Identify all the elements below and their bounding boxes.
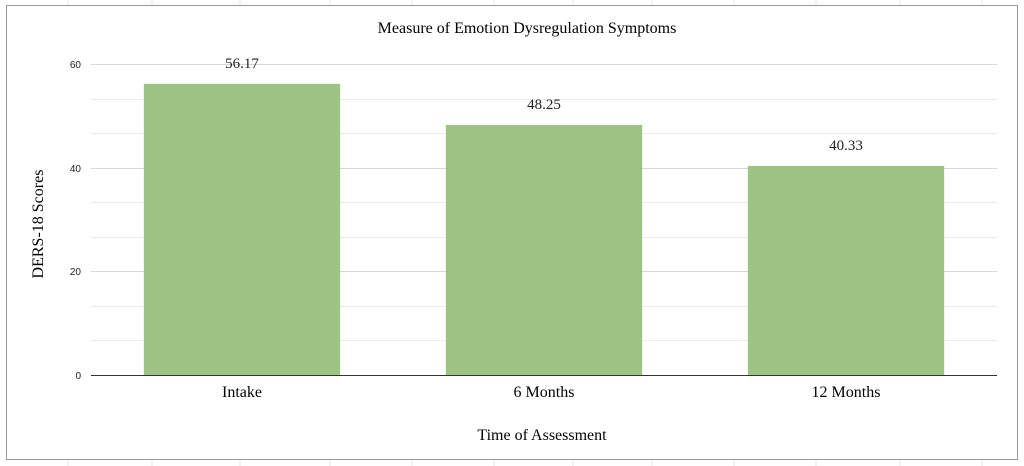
- labels: 0 20 40 60 56.17 Intake 48.25 6 Months 40.33 12 M…: [70, 56, 881, 401]
- bar: [747, 165, 945, 375]
- x-tick-label: Intake: [222, 384, 262, 401]
- y-tick-label: 40: [70, 164, 82, 175]
- y-tick-label: 20: [70, 267, 82, 278]
- x-axis-title: Time of Assessment: [477, 427, 607, 444]
- data-label: 56.17: [225, 56, 259, 72]
- data-label: 48.25: [527, 97, 561, 113]
- bar-chart: 0 20 40 60 56.17 Intake 48.25 6 Months 40.33 12 M…: [30, 20, 997, 444]
- bar: [143, 83, 341, 375]
- chart-title: Measure of Emotion Dysregulation Symptom…: [378, 20, 677, 37]
- x-tick-label: 6 Months: [514, 384, 575, 401]
- data-label: 40.33: [829, 138, 863, 154]
- x-tick-label: 12 Months: [812, 384, 881, 401]
- bars: [143, 83, 945, 375]
- bar: [445, 124, 643, 375]
- y-axis-title: DERS-18 Scores: [30, 170, 47, 279]
- chart-container[interactable]: 0 20 40 60 56.17 Intake 48.25 6 Months 40.33 12 M…: [6, 5, 1018, 460]
- y-tick-label: 0: [75, 371, 81, 382]
- y-tick-label: 60: [70, 60, 82, 71]
